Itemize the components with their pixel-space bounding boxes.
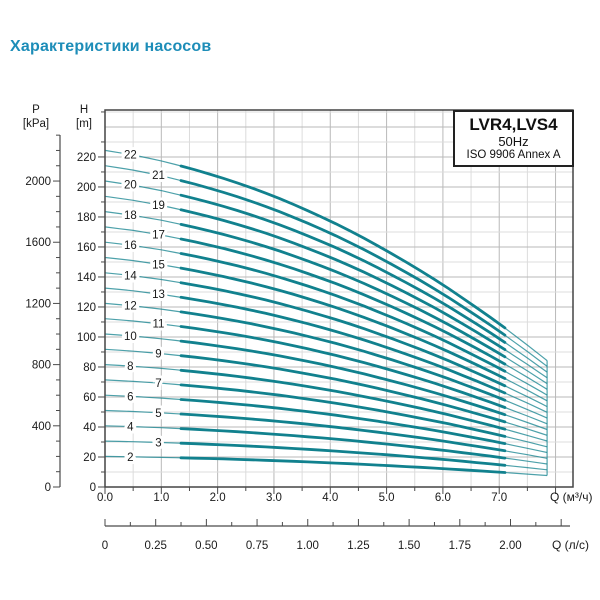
pump-curve-21-bold <box>179 179 507 337</box>
svg-text:5.0: 5.0 <box>379 492 395 504</box>
svg-text:4.0: 4.0 <box>322 492 338 504</box>
svg-text:2.0: 2.0 <box>210 492 226 504</box>
pump-curve-4-bold <box>179 427 507 460</box>
pump-curve-7-bold <box>179 383 507 438</box>
svg-text:1600: 1600 <box>25 237 51 249</box>
pump-curve-10-bold <box>179 339 507 417</box>
pump-curve-22-bold <box>179 164 507 330</box>
x-axis-unit-label: Q (м³/ч) <box>550 490 593 504</box>
svg-text:1.00: 1.00 <box>297 540 319 552</box>
svg-text:200: 200 <box>77 182 96 194</box>
curve-label-3: 3 <box>155 437 161 449</box>
curve-label-15: 15 <box>152 259 165 271</box>
curve-label-6: 6 <box>127 391 133 403</box>
pump-curve-12-bold <box>179 310 507 402</box>
pump-curve-3-bold <box>179 441 507 467</box>
legend-model-name: LVR4,LVS4 <box>469 115 558 134</box>
curve-label-14: 14 <box>124 270 137 282</box>
svg-text:0: 0 <box>45 482 51 494</box>
y-axis-h: 0 20 40 60 80 100 120 140 160 180 200 220 H [m] <box>76 104 105 494</box>
legend-frequency: 50Hz <box>498 133 529 149</box>
pump-curve-9-bold <box>179 354 507 424</box>
x-axis-ls: 0 0.25 0.50 0.75 1.00 1.25 1.50 1.75 2.00 Q (л/с) <box>102 519 589 552</box>
curve-label-19: 19 <box>152 200 165 212</box>
curve-label-18: 18 <box>124 210 137 222</box>
curve-label-4: 4 <box>127 422 134 434</box>
svg-text:1200: 1200 <box>25 298 51 310</box>
curve-label-9: 9 <box>155 348 161 360</box>
p-axis-title: P <box>32 104 40 116</box>
pump-curve-13-bold <box>179 295 507 395</box>
svg-text:1.0: 1.0 <box>153 492 169 504</box>
svg-text:0.0: 0.0 <box>97 492 113 504</box>
pump-curve-2 <box>104 455 548 477</box>
svg-text:120: 120 <box>77 302 96 314</box>
curve-label-13: 13 <box>152 289 165 301</box>
svg-text:140: 140 <box>77 272 96 284</box>
pump-curve-20-bold <box>179 193 507 344</box>
x-axis-m3h: 0.0 1.0 2.0 3.0 4.0 5.0 6.0 7.0 Q (м³/ч) <box>97 487 593 504</box>
svg-text:2000: 2000 <box>25 176 51 188</box>
svg-text:0: 0 <box>90 482 96 494</box>
pump-curve-18-bold <box>179 223 507 359</box>
pump-curve-8-bold <box>179 368 507 431</box>
plot-frame <box>104 109 574 488</box>
svg-text:220: 220 <box>77 152 96 164</box>
h-axis-title: H <box>80 104 88 116</box>
svg-text:40: 40 <box>83 422 96 434</box>
svg-text:1.50: 1.50 <box>398 540 420 552</box>
curve-label-2: 2 <box>127 452 133 464</box>
svg-text:0: 0 <box>102 540 108 552</box>
pump-curve-2-bold <box>179 456 507 474</box>
curve-label-5: 5 <box>155 408 161 420</box>
svg-text:1.75: 1.75 <box>449 540 471 552</box>
h-axis-unit: [m] <box>76 118 92 130</box>
svg-text:6.0: 6.0 <box>435 492 451 504</box>
p-axis-unit: [kPa] <box>23 118 49 130</box>
curve-label-10: 10 <box>124 331 137 343</box>
svg-text:400: 400 <box>32 421 51 433</box>
curve-label-12: 12 <box>124 301 137 313</box>
y-axis-p: 0 400 800 1200 1600 2000 P [kPa] <box>23 104 61 494</box>
curve-label-16: 16 <box>124 240 137 252</box>
curve-label-22: 22 <box>124 150 137 162</box>
chart-legend-box: LVR4,LVS4 50Hz ISO 9906 Annex A <box>453 110 574 167</box>
pump-curve-5-bold <box>179 412 507 453</box>
curve-label-20: 20 <box>124 180 137 192</box>
curve-label-11: 11 <box>153 319 165 331</box>
curve-label-7: 7 <box>155 378 161 390</box>
curve-label-21: 21 <box>152 170 165 182</box>
pump-curve-16-bold <box>179 252 507 373</box>
svg-text:180: 180 <box>77 212 96 224</box>
svg-text:100: 100 <box>77 332 96 344</box>
pump-curve-19-bold <box>179 208 507 351</box>
svg-text:80: 80 <box>83 362 96 374</box>
svg-text:3.0: 3.0 <box>266 492 282 504</box>
svg-text:800: 800 <box>32 360 51 372</box>
pump-curve-6-bold <box>179 398 507 445</box>
page-title: Характеристики насосов <box>10 38 212 55</box>
svg-text:1.25: 1.25 <box>347 540 369 552</box>
svg-text:0.25: 0.25 <box>144 540 166 552</box>
x-axis-secondary-unit-label: Q (л/с) <box>552 538 589 552</box>
legend-standard: ISO 9906 Annex A <box>466 149 561 162</box>
svg-text:0.50: 0.50 <box>195 540 217 552</box>
pump-curve-17-bold <box>179 237 507 366</box>
pump-curve-15-bold <box>179 266 507 380</box>
svg-text:2.00: 2.00 <box>499 540 521 552</box>
svg-text:60: 60 <box>83 392 96 404</box>
pump-curve-14-bold <box>179 281 507 388</box>
pump-curves: 2 3 4 5 6 7 8 9 10 11 12 13 14 15 16 17 18 19 20 21 22 <box>104 147 548 477</box>
svg-text:0.75: 0.75 <box>246 540 268 552</box>
svg-text:7.0: 7.0 <box>491 492 507 504</box>
curve-label-8: 8 <box>127 361 133 373</box>
pump-curve-11-bold <box>179 325 507 409</box>
svg-text:20: 20 <box>83 452 96 464</box>
svg-text:160: 160 <box>77 242 96 254</box>
curve-label-17: 17 <box>152 230 165 242</box>
